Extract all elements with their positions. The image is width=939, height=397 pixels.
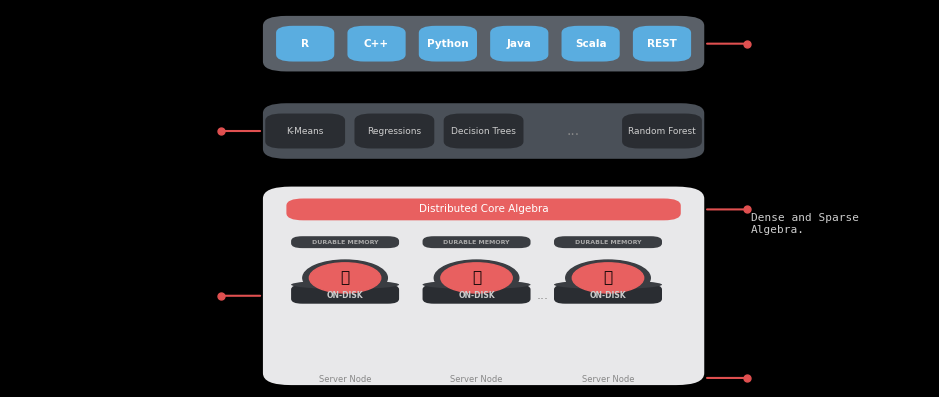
Text: ...: ...	[536, 289, 548, 302]
Text: R: R	[301, 39, 309, 49]
Text: ON-DISK: ON-DISK	[590, 291, 626, 300]
Ellipse shape	[291, 280, 399, 289]
Text: Decision Trees: Decision Trees	[451, 127, 516, 135]
Text: 🔥: 🔥	[472, 270, 481, 285]
Text: Java: Java	[507, 39, 531, 49]
FancyBboxPatch shape	[423, 236, 531, 248]
Text: Python: Python	[427, 39, 469, 49]
FancyBboxPatch shape	[347, 26, 406, 62]
Circle shape	[310, 263, 381, 293]
FancyBboxPatch shape	[622, 114, 701, 148]
Text: Distributed Core Algebra: Distributed Core Algebra	[419, 204, 548, 214]
Text: C++: C++	[364, 39, 389, 49]
Circle shape	[572, 263, 644, 293]
Text: ON-DISK: ON-DISK	[458, 291, 495, 300]
FancyBboxPatch shape	[286, 198, 681, 220]
FancyBboxPatch shape	[554, 285, 662, 304]
Ellipse shape	[554, 280, 662, 289]
Circle shape	[435, 260, 519, 296]
Circle shape	[302, 260, 388, 296]
FancyBboxPatch shape	[419, 26, 477, 62]
Text: Random Forest: Random Forest	[628, 127, 696, 135]
FancyBboxPatch shape	[291, 285, 399, 304]
Text: Server Node: Server Node	[451, 375, 502, 384]
FancyBboxPatch shape	[633, 26, 691, 62]
Text: K-Means: K-Means	[286, 127, 324, 135]
Text: ON-DISK: ON-DISK	[327, 291, 363, 300]
FancyBboxPatch shape	[554, 236, 662, 248]
FancyBboxPatch shape	[562, 26, 620, 62]
FancyBboxPatch shape	[276, 26, 334, 62]
Text: Server Node: Server Node	[582, 375, 634, 384]
Text: Regressions: Regressions	[367, 127, 422, 135]
FancyBboxPatch shape	[263, 187, 704, 385]
FancyBboxPatch shape	[443, 114, 524, 148]
Text: DURABLE MEMORY: DURABLE MEMORY	[575, 240, 641, 245]
Circle shape	[441, 263, 513, 293]
Text: Server Node: Server Node	[319, 375, 371, 384]
FancyBboxPatch shape	[423, 285, 531, 304]
Text: Scala: Scala	[575, 39, 607, 49]
FancyBboxPatch shape	[263, 103, 704, 159]
Text: DURABLE MEMORY: DURABLE MEMORY	[443, 240, 510, 245]
FancyBboxPatch shape	[490, 26, 548, 62]
FancyBboxPatch shape	[291, 236, 399, 248]
Text: REST: REST	[647, 39, 677, 49]
FancyBboxPatch shape	[263, 16, 704, 71]
Text: Dense and Sparse
Algebra.: Dense and Sparse Algebra.	[751, 214, 859, 235]
Circle shape	[565, 260, 650, 296]
FancyBboxPatch shape	[354, 114, 434, 148]
Text: DURABLE MEMORY: DURABLE MEMORY	[312, 240, 378, 245]
Ellipse shape	[423, 280, 531, 289]
Text: 🔥: 🔥	[341, 270, 349, 285]
FancyBboxPatch shape	[265, 114, 345, 148]
Text: 🔥: 🔥	[604, 270, 612, 285]
Text: ...: ...	[566, 124, 579, 138]
